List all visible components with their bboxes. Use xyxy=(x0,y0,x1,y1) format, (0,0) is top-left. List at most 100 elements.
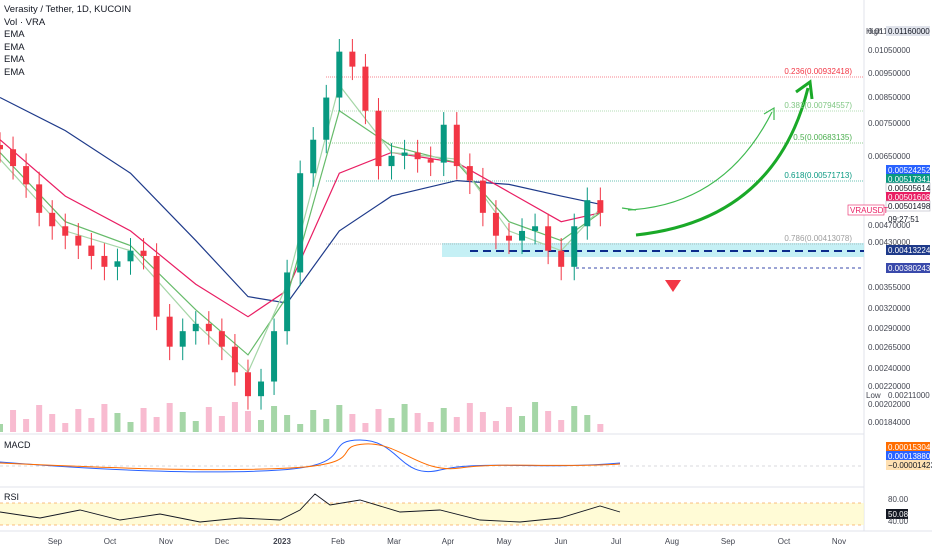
candle-body xyxy=(545,226,552,251)
candle-body xyxy=(23,166,30,185)
price-tick-label: 0.00355000 xyxy=(868,283,911,292)
volume-bar xyxy=(297,424,304,432)
price-tick-label: 0.01050000 xyxy=(868,46,911,55)
volume-bar xyxy=(401,404,408,432)
volume-bar xyxy=(492,421,499,432)
volume-bar xyxy=(323,419,330,432)
indicator-volume[interactable]: Vol · VRA xyxy=(4,16,46,28)
time-tick-label: Mar xyxy=(387,537,401,546)
rsi-label[interactable]: RSI xyxy=(4,492,20,502)
volume-bar xyxy=(427,422,434,432)
candle-body xyxy=(558,250,565,267)
time-tick-label: Sep xyxy=(721,537,736,546)
volume-bar xyxy=(597,424,604,432)
candle-body xyxy=(375,110,382,167)
volume-bar xyxy=(231,402,238,432)
volume-bar xyxy=(244,411,251,432)
volume-bar xyxy=(153,417,160,432)
time-tick-label: Dec xyxy=(215,537,229,546)
macd-value: 0.00015304 xyxy=(888,443,931,452)
high-value: 0.01160000 xyxy=(888,27,930,36)
candle-body xyxy=(466,166,473,181)
time-tick-label: Aug xyxy=(665,537,679,546)
candle-body xyxy=(271,331,278,382)
macd-label[interactable]: MACD xyxy=(4,440,31,450)
price-tick-label: 0.00950000 xyxy=(868,69,911,78)
fib-label: 0.618(0.00571713) xyxy=(784,171,852,180)
volume-bar xyxy=(36,405,43,432)
price-tick-label: 0.00320000 xyxy=(868,304,911,313)
candle-body xyxy=(336,51,343,98)
volume-bar xyxy=(127,422,134,432)
high-tag-box xyxy=(886,26,930,36)
candle-body xyxy=(584,200,591,227)
price-tick-label: 0.00265000 xyxy=(868,343,911,352)
candle-body xyxy=(36,184,43,213)
candle-body xyxy=(114,261,121,267)
candle-body xyxy=(49,212,56,227)
candle-body xyxy=(505,235,512,241)
candle-body xyxy=(440,124,447,163)
indicator-ema-2[interactable]: EMA xyxy=(4,41,25,53)
price-tag xyxy=(886,245,930,255)
down-triangle-marker xyxy=(665,280,681,292)
price-tag-value: 0.00501498 xyxy=(888,202,931,211)
candle-body xyxy=(179,331,186,347)
candle-body xyxy=(0,144,3,150)
chart-legend: Verasity / Tether, 1D, KUCOIN Vol · VRA … xyxy=(4,4,131,79)
volume-bar xyxy=(88,418,95,432)
volume-bar xyxy=(388,418,395,432)
rsi-value: 50.08 xyxy=(888,510,909,519)
volume-bar xyxy=(0,424,3,432)
price-tag-value: 0.00380243 xyxy=(888,264,931,273)
volume-bar xyxy=(336,405,343,432)
time-tick-label: Jun xyxy=(555,537,568,546)
volume-bars xyxy=(0,402,604,432)
price-tag xyxy=(886,174,930,184)
candle-body xyxy=(349,51,356,67)
fib-label: 0.5(0.00683135) xyxy=(793,133,852,142)
volume-bar xyxy=(519,416,526,432)
volume-bar xyxy=(453,417,460,432)
candle-body xyxy=(10,149,17,167)
time-tick-label: Oct xyxy=(104,537,117,546)
indicator-ema-1[interactable]: EMA xyxy=(4,29,25,40)
price-tick-label: 0.00650000 xyxy=(868,152,911,161)
projection-arrow-main xyxy=(635,87,810,237)
price-tick-label: 0.00240000 xyxy=(868,364,911,373)
indicator-ema-3[interactable]: EMA xyxy=(4,54,25,65)
candle-body xyxy=(231,346,238,373)
candle-body xyxy=(75,235,82,246)
candle-body xyxy=(244,372,251,397)
candle-body xyxy=(323,97,330,140)
volume-bar xyxy=(558,420,565,432)
volume-bar xyxy=(62,423,69,432)
candle-body xyxy=(519,230,526,241)
volume-bar xyxy=(49,414,56,432)
macd-line xyxy=(0,439,621,473)
volume-bar xyxy=(505,407,512,432)
candle-body xyxy=(427,159,434,163)
volume-bar xyxy=(192,421,199,432)
volume-bar xyxy=(414,413,421,432)
fibonacci-labels: 0.236(0.00932418) 0.382(0.00794557) 0.5(0.… xyxy=(784,67,852,243)
time-axis[interactable]: Sep Oct Nov Dec 2023 Feb Mar Apr May Jun Jul Aug Sep… xyxy=(48,537,846,546)
indicator-ema-4[interactable]: EMA xyxy=(4,66,25,78)
fibonacci-levels xyxy=(326,76,864,245)
fib-label: 0.236(0.00932418) xyxy=(784,67,852,76)
price-axis[interactable]: 0.01160000 0.01050000 0.00950000 0.00850000… xyxy=(847,26,931,427)
time-tick-label: Feb xyxy=(331,537,345,546)
volume-bar xyxy=(284,415,291,432)
ema-lines xyxy=(0,83,601,374)
price-tag-value: 0.00505614 xyxy=(888,184,931,193)
candle-body xyxy=(192,323,199,332)
macd-signal-line xyxy=(0,443,621,471)
ema-line-2 xyxy=(0,139,601,318)
symbol-title[interactable]: Verasity / Tether, 1D, KUCOIN xyxy=(4,4,132,15)
time-tick-label: May xyxy=(496,537,511,546)
ema-line-1 xyxy=(0,96,601,304)
price-tag xyxy=(885,200,931,212)
candle-body xyxy=(571,226,578,267)
